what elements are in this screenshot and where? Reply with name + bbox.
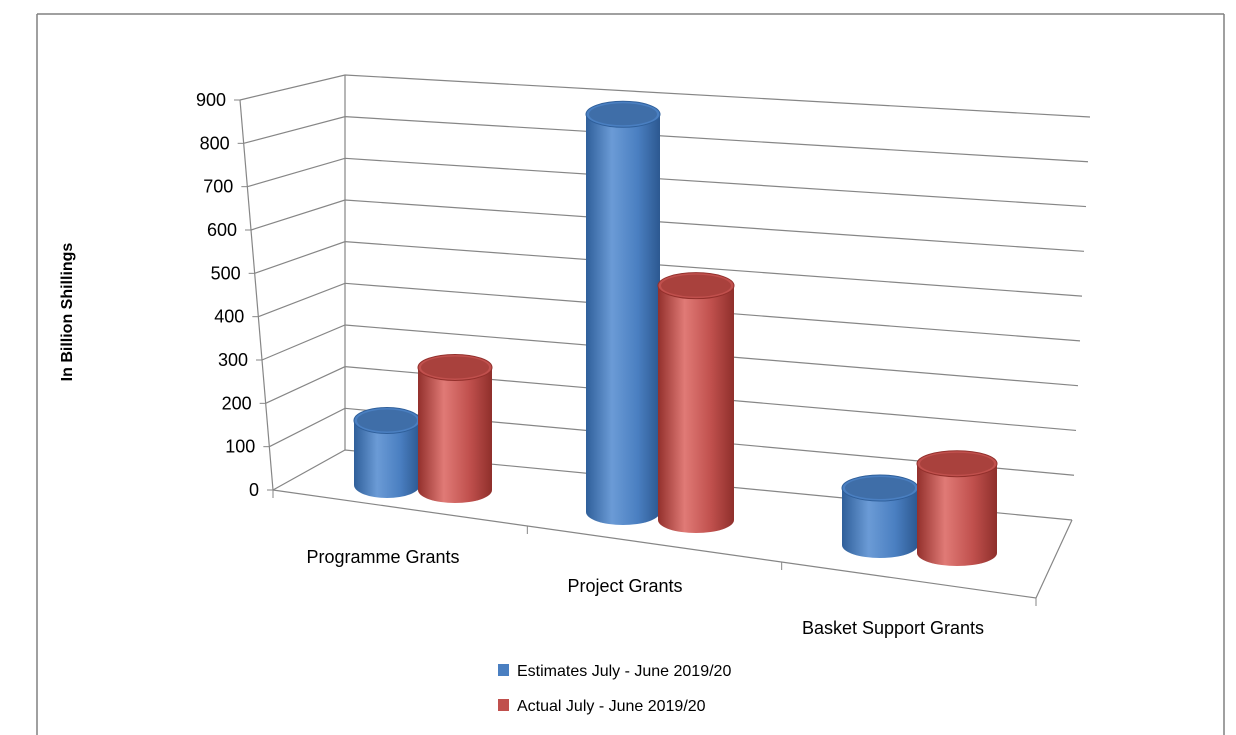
bar (417, 353, 493, 503)
y-tick-label: 100 (225, 437, 255, 457)
legend-label: Actual July - June 2019/20 (517, 698, 706, 715)
gridline (239, 74, 1091, 118)
bar (353, 407, 421, 498)
category-label: Programme Grants (306, 547, 459, 567)
chart-bars (353, 100, 998, 566)
legend-swatch (498, 664, 509, 676)
category-labels: Programme Grants Project Grants Basket Sup… (306, 547, 984, 638)
legend-swatch (498, 699, 509, 711)
y-tick-label: 400 (214, 307, 244, 327)
bar (657, 272, 735, 533)
y-tick-label: 800 (200, 133, 230, 153)
y-axis-title: In Billion Shillings (59, 243, 76, 382)
legend: Estimates July - June 2019/20 Actual July… (498, 663, 731, 715)
y-tick-label: 600 (207, 220, 237, 240)
y-axis-line (239, 99, 274, 491)
y-tick-label: 0 (249, 480, 259, 500)
y-tick-labels: 0 100 200 300 400 500 600 700 800 900 (196, 90, 259, 500)
y-tick-label: 900 (196, 90, 226, 110)
y-tick-label: 300 (218, 350, 248, 370)
y-tick-label: 200 (222, 393, 252, 413)
legend-label: Estimates July - June 2019/20 (517, 663, 731, 680)
y-tick-label: 500 (211, 263, 241, 283)
bar (585, 100, 661, 525)
gridline (247, 157, 1087, 208)
y-tick-label: 700 (203, 177, 233, 197)
gridline (243, 116, 1089, 163)
category-label: Basket Support Grants (802, 618, 984, 638)
bar (916, 450, 998, 566)
bar (841, 474, 919, 558)
category-label: Project Grants (567, 576, 682, 596)
chart-walls (234, 74, 1091, 606)
